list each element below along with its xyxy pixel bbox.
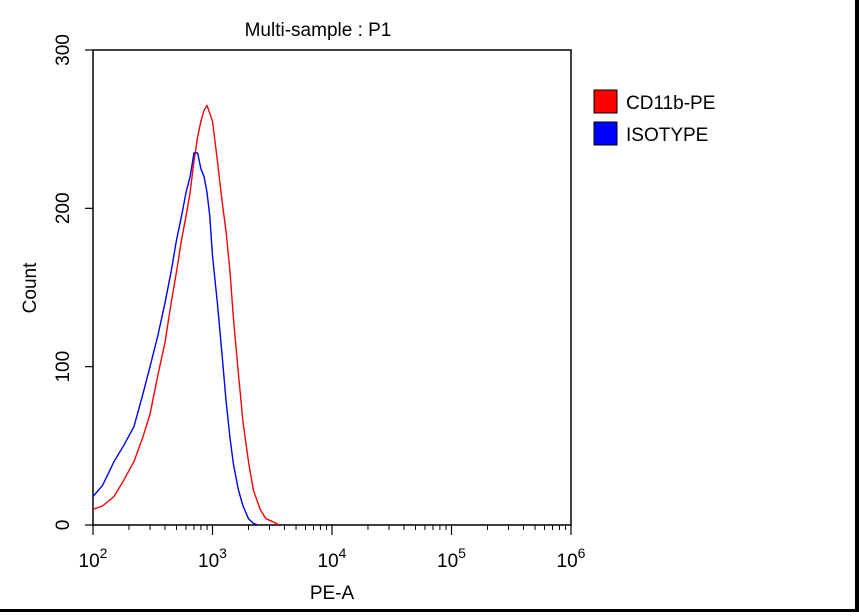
legend-label: CD11b-PE bbox=[626, 93, 715, 114]
x-tick-label: 106 bbox=[557, 545, 586, 572]
x-tick-label: 102 bbox=[79, 545, 108, 572]
x-axis: 102 103 104 105 106 bbox=[79, 525, 586, 572]
y-tick-label: 0 bbox=[53, 520, 74, 531]
y-tick-label: 200 bbox=[53, 192, 74, 224]
legend-swatch bbox=[593, 89, 618, 114]
legend-label: ISOTYPE bbox=[626, 125, 708, 146]
y-axis: 0 100 200 300 bbox=[53, 34, 93, 530]
plot-area bbox=[92, 49, 572, 526]
y-tick-label: 300 bbox=[53, 34, 74, 66]
y-tick-label: 100 bbox=[53, 351, 74, 383]
x-tick-label: 103 bbox=[198, 545, 227, 572]
series-line-2 bbox=[92, 152, 259, 526]
x-tick-label: 105 bbox=[437, 545, 466, 572]
series-layer bbox=[92, 104, 280, 526]
y-axis-title: Count bbox=[20, 262, 41, 313]
legend-swatch bbox=[593, 121, 618, 146]
series-line-1 bbox=[92, 104, 280, 526]
chart-title: Multi-sample : P1 bbox=[245, 20, 392, 41]
x-axis-title: PE-A bbox=[310, 583, 355, 604]
x-tick-label: 104 bbox=[318, 545, 347, 572]
legend: CD11b-PE ISOTYPE bbox=[593, 89, 715, 146]
